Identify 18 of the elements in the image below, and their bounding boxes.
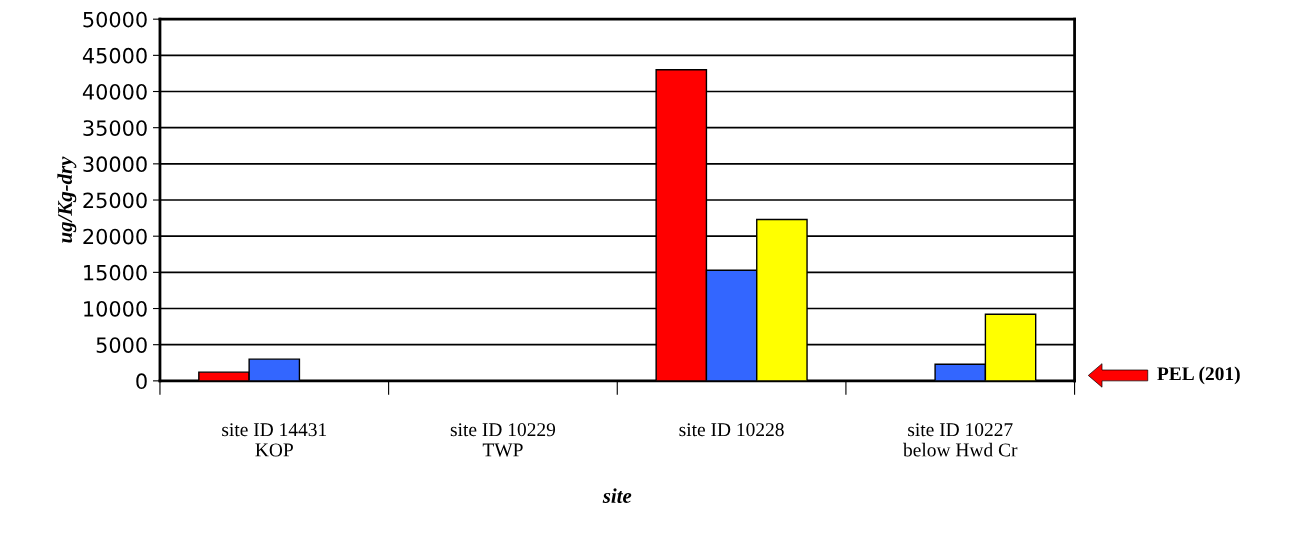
y-tick-label: 20000 bbox=[83, 228, 147, 245]
x-tick-label: site ID 14431 KOP bbox=[222, 423, 327, 457]
y-tick-label: 5000 bbox=[96, 337, 147, 353]
y-tick-label: 50000 bbox=[83, 11, 147, 28]
y-tick-label: 40000 bbox=[82, 83, 147, 100]
y-axis-title: ug/Kg-dry bbox=[57, 156, 77, 243]
x-tick-label: site ID 10228 bbox=[679, 423, 784, 437]
x-tick-label: site ID 10229 TWP bbox=[450, 423, 556, 457]
y-tick-label: 35000 bbox=[83, 120, 147, 136]
y-tick-label: 10000 bbox=[84, 300, 147, 317]
y-tick-label: 25000 bbox=[83, 192, 147, 209]
y-tick-label: 45000 bbox=[82, 47, 147, 64]
text: PEL (201) bbox=[1157, 366, 1240, 385]
y-tick-label: 15000 bbox=[84, 264, 147, 281]
x-axis-title: site bbox=[602, 488, 632, 503]
x-tick-label: site ID 10227 below Hwd Cr bbox=[903, 423, 1018, 457]
y-tick-label: 30000 bbox=[83, 156, 147, 173]
y-tick-label: 0 bbox=[136, 373, 147, 390]
